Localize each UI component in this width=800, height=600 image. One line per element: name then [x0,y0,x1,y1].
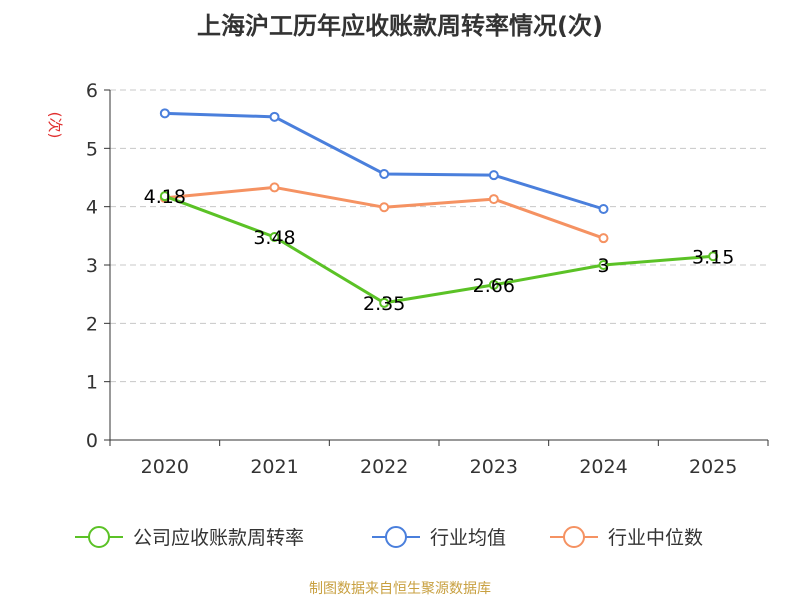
legend-item[interactable]: 行业均值 [372,526,506,549]
source-note: 制图数据来自恒生聚源数据库 [309,581,491,597]
data-point[interactable] [379,297,390,308]
data-point[interactable] [488,194,499,205]
data-labels: 4.18 3.48 2.35 2.66 3 3.15 [144,186,735,315]
y-tick-label: 2 [86,313,98,335]
data-point[interactable] [379,202,390,213]
y-axis-label: (次) [46,112,64,139]
series-line [164,185,605,240]
data-point[interactable] [159,108,170,119]
data-point[interactable] [269,182,280,193]
legend-item[interactable]: 行业中位数 [550,526,703,549]
data-point[interactable] [159,191,170,202]
x-tick-label: 2020 [141,456,189,478]
axes [104,89,769,446]
data-point[interactable] [708,251,719,262]
x-tick-label: 2025 [689,456,737,478]
x-tick-label: 2022 [360,456,408,478]
y-tick-label: 1 [86,372,98,394]
data-label: 2.35 [363,293,405,315]
data-label: 3.48 [253,227,295,249]
grid-lines [110,89,768,383]
y-tick-label: 5 [86,138,98,160]
data-label: 2.66 [473,275,515,297]
legend[interactable]: 公司应收账款周转率 行业均值 行业中位数 [75,526,703,549]
data-point[interactable] [488,279,499,290]
y-tick-label: 0 [86,430,98,452]
data-point[interactable] [598,260,609,270]
legend-label: 行业中位数 [608,527,703,549]
y-tick-label: 3 [86,255,98,277]
x-tick-labels: 2020 2021 2022 2023 2024 2025 [141,456,738,478]
y-tick-label: 4 [86,197,98,219]
series-line [164,194,714,305]
data-label: 3 [597,255,609,277]
x-tick-label: 2024 [579,456,627,478]
data-point[interactable] [598,233,609,244]
data-point[interactable] [488,170,499,181]
data-point[interactable] [269,111,280,122]
legend-marker [563,526,585,548]
legend-marker [88,526,110,548]
y-tick-labels: 0 1 2 3 4 5 6 [86,80,98,452]
y-tick-label: 6 [86,80,98,102]
legend-marker [385,526,407,548]
data-label: 4.18 [144,186,186,208]
data-point[interactable] [598,204,609,214]
legend-label: 公司应收账款周转率 [133,527,304,549]
chart-title: 上海沪工历年应收账款周转率情况(次) [197,12,603,40]
series [159,108,719,308]
legend-label: 行业均值 [430,527,506,549]
data-point[interactable] [269,232,280,242]
data-point[interactable] [379,169,390,179]
legend-item[interactable]: 公司应收账款周转率 [75,526,304,549]
series-line [164,111,604,211]
data-label: 3.15 [692,246,734,268]
x-tick-label: 2023 [470,456,518,478]
x-tick-label: 2021 [250,456,298,478]
